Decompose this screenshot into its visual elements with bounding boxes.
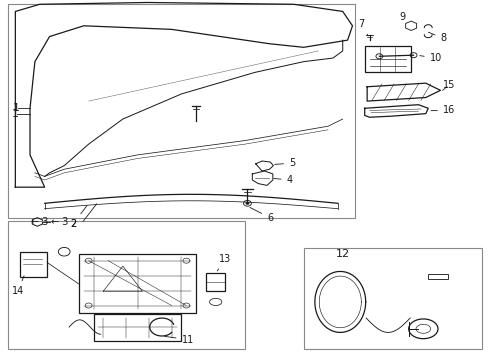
Text: 9: 9 xyxy=(399,12,405,22)
Text: 6: 6 xyxy=(250,207,273,222)
Text: 8: 8 xyxy=(428,32,446,43)
Bar xyxy=(8,4,355,218)
Circle shape xyxy=(245,202,249,205)
Bar xyxy=(365,45,411,72)
Text: 14: 14 xyxy=(12,276,24,296)
Text: 13: 13 xyxy=(217,254,232,271)
Text: 15: 15 xyxy=(442,80,455,90)
Text: 16: 16 xyxy=(431,105,455,115)
Text: 4: 4 xyxy=(273,175,293,185)
Bar xyxy=(304,248,482,348)
Bar xyxy=(206,273,225,291)
Text: ← 3: ← 3 xyxy=(31,217,49,227)
Text: 12: 12 xyxy=(336,248,350,258)
Text: 11: 11 xyxy=(165,334,194,345)
Bar xyxy=(94,315,181,341)
Text: 7: 7 xyxy=(358,19,368,36)
Text: 2: 2 xyxy=(70,206,87,229)
Bar xyxy=(8,221,245,348)
Bar xyxy=(79,253,196,313)
Text: 1: 1 xyxy=(11,109,19,119)
Bar xyxy=(20,252,47,277)
Text: 2: 2 xyxy=(70,219,76,229)
Bar xyxy=(428,274,448,279)
Text: 5: 5 xyxy=(275,158,295,168)
Text: 10: 10 xyxy=(420,53,442,63)
Text: ← 3: ← 3 xyxy=(50,217,68,227)
Text: 1: 1 xyxy=(13,103,20,113)
